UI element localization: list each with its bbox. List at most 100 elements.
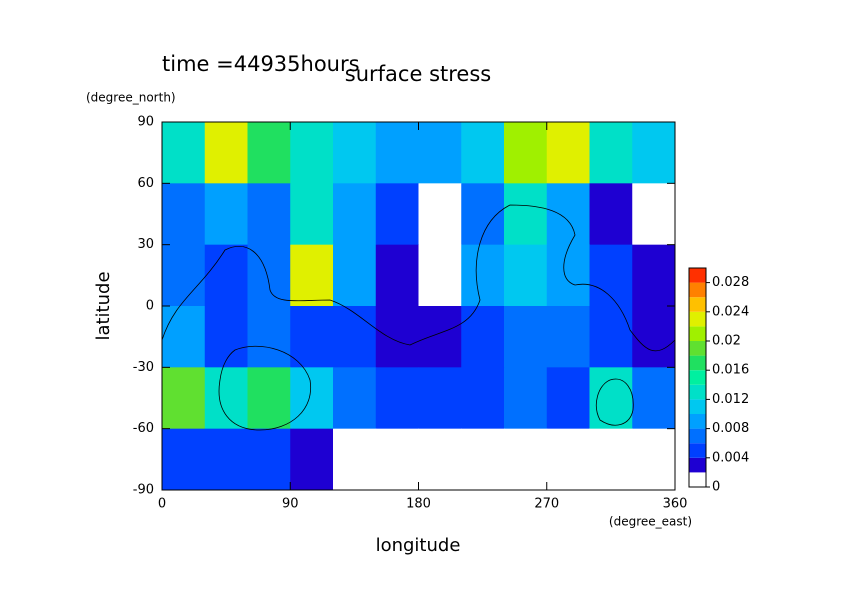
- field-cell: [546, 367, 590, 430]
- field-cell: [418, 244, 462, 307]
- colorbar-swatch: [689, 384, 706, 400]
- field-cell: [504, 306, 548, 368]
- field-cell: [418, 122, 462, 184]
- coastline: [218, 345, 312, 431]
- field-cell: [247, 367, 291, 430]
- field-cell: [204, 244, 248, 307]
- y-unit: (degree_north): [86, 91, 176, 105]
- colorbar-frame: [688, 267, 707, 488]
- field-cell: [589, 428, 633, 491]
- colorbar-tick-label: 0.028: [712, 275, 749, 290]
- y-tick-label: -30: [133, 360, 154, 375]
- field-cell: [162, 367, 206, 430]
- y-tick-label: -60: [133, 421, 154, 436]
- colorbar-swatch: [689, 472, 706, 487]
- colorbar-tick-label: 0.024: [712, 304, 749, 319]
- field-cell: [204, 428, 248, 491]
- field-cell: [333, 367, 377, 430]
- field-cell: [162, 306, 206, 368]
- field-cell: [461, 122, 505, 184]
- field-cell: [589, 122, 633, 184]
- field-cell: [204, 183, 248, 246]
- field-cell: [632, 367, 676, 430]
- field-cell: [632, 428, 676, 491]
- colorbar-swatch: [689, 341, 706, 356]
- field-cell: [333, 428, 377, 491]
- field-cell: [162, 122, 206, 184]
- colorbar-swatch: [689, 428, 706, 444]
- colorbar-tick-label: 0.004: [712, 450, 749, 465]
- colorbar-swatch: [689, 297, 706, 312]
- y-tick-label: 0: [146, 299, 154, 314]
- field-cell: [375, 244, 419, 307]
- field-cell: [418, 306, 462, 368]
- colorbar-swatch: [689, 399, 706, 414]
- colorbar-swatch: [689, 443, 706, 458]
- field-cell: [546, 428, 590, 491]
- x-axis-label: longitude: [376, 535, 461, 556]
- y-tick-label: 30: [137, 237, 154, 252]
- field-cell: [204, 306, 248, 368]
- field-cell: [375, 183, 419, 246]
- field-cell: [461, 367, 505, 430]
- colorbar-swatch: [689, 370, 706, 385]
- field-cell: [632, 183, 676, 246]
- field-cell: [546, 244, 590, 307]
- colorbar-swatch: [689, 282, 706, 298]
- chart-title: surface stress: [345, 62, 491, 86]
- colorbar-tick-label: 0: [712, 480, 720, 495]
- field-cell: [589, 183, 633, 246]
- field-cell: [418, 367, 462, 430]
- colorbar-swatch: [689, 326, 706, 341]
- colorbar-swatch: [689, 268, 706, 283]
- x-tick-label: 0: [158, 497, 166, 512]
- field-cell: [247, 428, 291, 491]
- field: [162, 122, 676, 491]
- field-cell: [247, 122, 291, 184]
- x-tick-label: 270: [534, 497, 559, 512]
- colorbar-tick-label: 0.02: [712, 334, 741, 349]
- coastline: [161, 204, 676, 352]
- colorbar-tick-label: 0.008: [712, 421, 749, 436]
- field-cell: [375, 122, 419, 184]
- field-cell: [333, 244, 377, 307]
- field-cell: [247, 244, 291, 307]
- x-unit: (degree_east): [609, 515, 692, 529]
- field-cell: [333, 122, 377, 184]
- field-cell: [375, 428, 419, 491]
- field-cell: [632, 122, 676, 184]
- field-cell: [504, 244, 548, 307]
- subtitle: time =44935hours: [162, 52, 360, 76]
- colorbar-swatch: [689, 355, 706, 371]
- field-cell: [632, 244, 676, 307]
- y-tick-label: 60: [137, 176, 154, 191]
- y-tick-label: -90: [133, 483, 154, 498]
- field-cell: [504, 367, 548, 430]
- field-cell: [247, 306, 291, 368]
- field-cell: [504, 428, 548, 491]
- field-cell: [418, 428, 462, 491]
- field-cell: [461, 306, 505, 368]
- field-cell: [333, 183, 377, 246]
- field-cell: [418, 183, 462, 246]
- field-cell: [290, 367, 334, 430]
- field-cell: [461, 428, 505, 491]
- field-cell: [504, 183, 548, 246]
- field-cell: [375, 367, 419, 430]
- field-cell: [546, 183, 590, 246]
- field-cell: [461, 244, 505, 307]
- field-cell: [546, 306, 590, 368]
- field-cell: [375, 306, 419, 368]
- y-axis-label: latitude: [93, 271, 114, 340]
- x-tick-label: 360: [663, 497, 688, 512]
- field-cell: [162, 183, 206, 246]
- field-cell: [589, 306, 633, 368]
- x-tick-label: 180: [406, 497, 431, 512]
- colorbar-tick-label: 0.012: [712, 392, 749, 407]
- field-cell: [290, 428, 334, 491]
- field-cell: [247, 183, 291, 246]
- y-tick-label: 90: [137, 115, 154, 130]
- field-cell: [333, 306, 377, 368]
